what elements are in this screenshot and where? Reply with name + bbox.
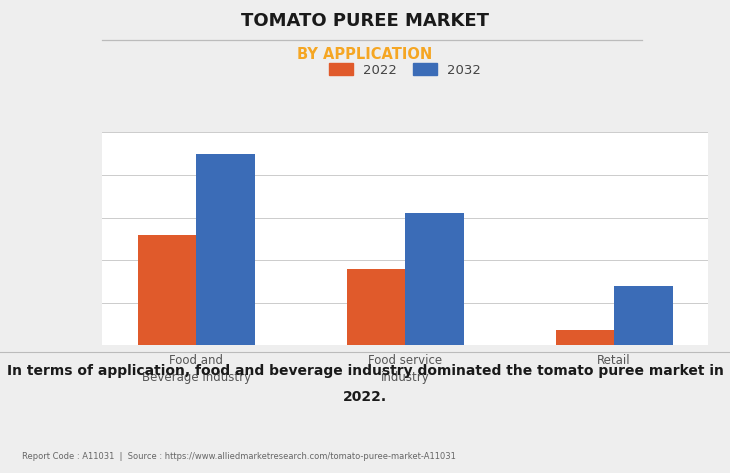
Text: Report Code : A11031  |  Source : https://www.alliedmarketresearch.com/tomato-pu: Report Code : A11031 | Source : https://…: [22, 452, 456, 461]
Text: BY APPLICATION: BY APPLICATION: [297, 47, 433, 62]
Legend: 2022, 2032: 2022, 2032: [324, 58, 486, 82]
Bar: [614, 286, 672, 345]
Bar: [347, 269, 405, 345]
Text: In terms of application, food and beverage industry dominated the tomato puree m: In terms of application, food and bevera…: [7, 364, 723, 378]
Bar: [196, 154, 255, 345]
Bar: [556, 330, 614, 345]
Text: 2022.: 2022.: [343, 390, 387, 404]
Bar: [405, 213, 464, 345]
Text: TOMATO PUREE MARKET: TOMATO PUREE MARKET: [241, 12, 489, 30]
Bar: [138, 235, 196, 345]
